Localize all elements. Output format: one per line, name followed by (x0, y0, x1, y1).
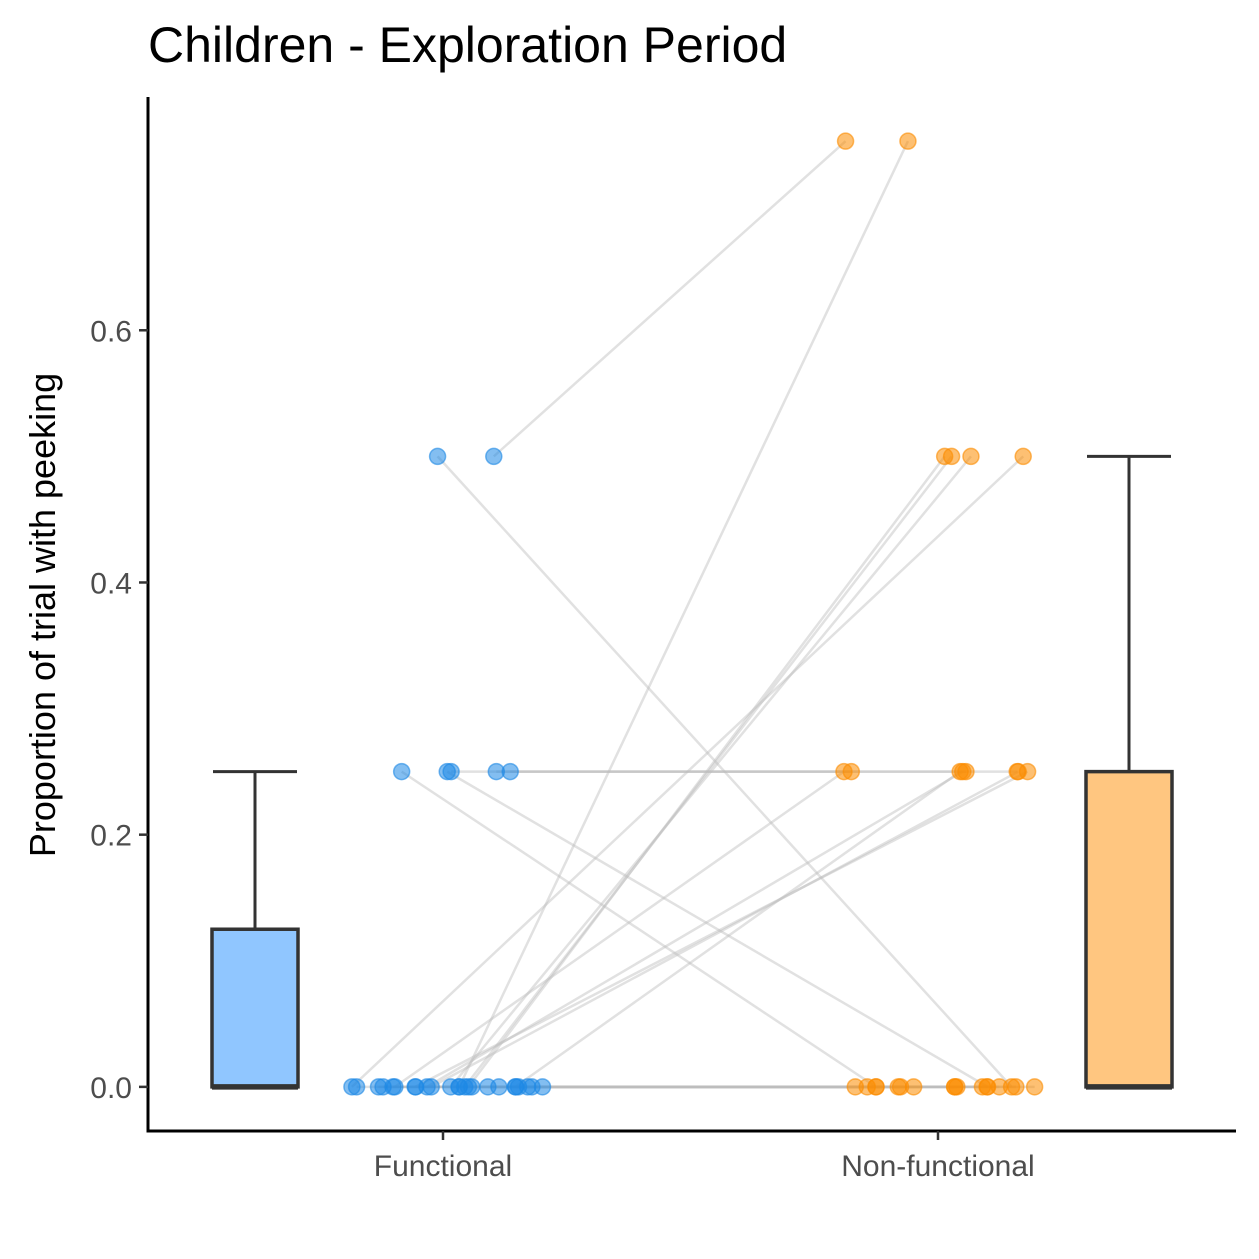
functional-point (406, 1078, 425, 1096)
box (210, 927, 300, 1089)
chart-title: Children - Exploration Period (148, 17, 787, 73)
nonfunctional-point (1009, 762, 1027, 781)
nonfunctional-point (935, 447, 954, 466)
pair-line (436, 455, 1013, 1088)
pair-line (514, 770, 961, 1088)
pair-line (414, 770, 1029, 1088)
pair-line (351, 455, 1025, 1088)
y-axis-ticks: 0.0 0.2 0.4 0.6 (90, 315, 148, 1105)
y-tick-label: 0.4 (90, 567, 132, 600)
nonfunctional-point (1007, 1078, 1025, 1096)
functional-point (442, 762, 460, 781)
pair-line (449, 455, 972, 1088)
functional-point (485, 447, 503, 466)
pair-line (446, 770, 989, 1088)
functional-point (422, 1078, 440, 1096)
pair-line (430, 770, 1019, 1088)
nonfunctional-point (904, 1078, 923, 1096)
nonfunctional-point (1014, 447, 1032, 466)
nonfunctional-point (867, 1078, 885, 1096)
pair-line (394, 770, 845, 1088)
y-tick-label: 0.0 (90, 1072, 132, 1105)
y-tick-label: 0.2 (90, 820, 132, 853)
x-axis-ticks: Functional Non-functional (374, 1131, 1035, 1183)
functional-point (374, 1078, 392, 1096)
functional-point (450, 1078, 468, 1096)
nonfunctional-point (836, 132, 855, 150)
functional-point (347, 1078, 366, 1096)
nonfunctional-point (962, 447, 980, 466)
boxplots (210, 454, 1174, 1090)
pair-line (400, 770, 877, 1088)
nonfunctional-point (899, 132, 917, 150)
pair-line (467, 455, 946, 1088)
nonfunctional-point (835, 762, 853, 781)
nonfunctional-point (846, 1078, 865, 1096)
functional-point (428, 447, 447, 466)
pair-line (426, 770, 964, 1088)
nonfunctional-point (978, 1078, 996, 1096)
y-tick-label: 0.6 (90, 315, 132, 348)
box (1084, 769, 1174, 1089)
functional-point (392, 762, 411, 781)
nonfunctional-point (945, 1078, 964, 1096)
functional-point (490, 1078, 508, 1096)
pair-line (458, 140, 910, 1088)
data-points (343, 132, 1044, 1096)
pair-line (492, 140, 847, 458)
y-axis-label: Proportion of trial with peeking (22, 373, 63, 857)
pair-line (463, 455, 953, 1088)
nonfunctional-point (1025, 1078, 1044, 1096)
x-tick-label: Non-functional (841, 1150, 1034, 1183)
pair-lines (351, 140, 1035, 1089)
functional-point (518, 1078, 537, 1096)
nonfunctional-point (951, 762, 969, 781)
nonfunctional-point (889, 1078, 908, 1096)
x-tick-label: Functional (374, 1150, 512, 1183)
functional-point (487, 762, 506, 781)
